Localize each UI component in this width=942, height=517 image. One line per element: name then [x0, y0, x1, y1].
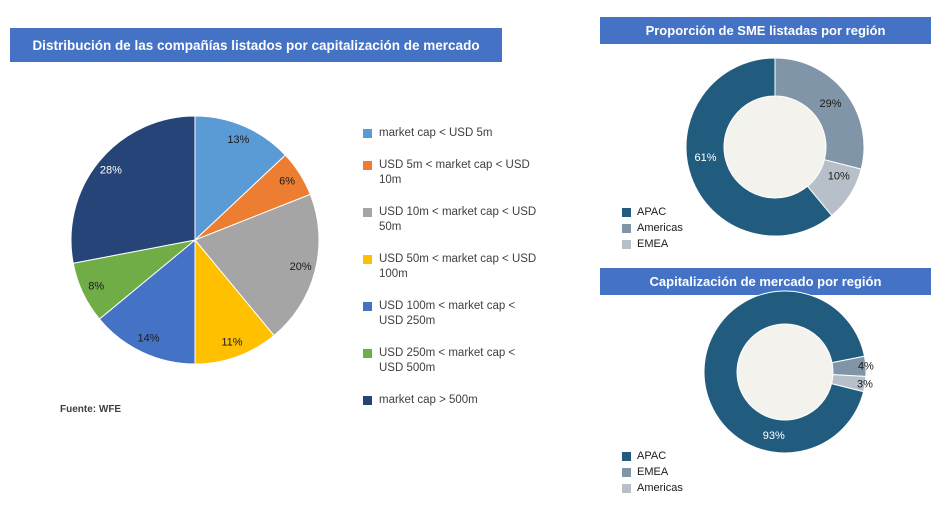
legend-item: USD 250m < market cap < USD 500m — [363, 346, 541, 377]
marketcap-pie-chart: 13% 6% 20% 11% 14% 8% 28% — [55, 100, 335, 380]
data-label-usd-50m-market-cap-usd-100m: 11% — [221, 337, 242, 349]
legend-swatch — [363, 348, 372, 358]
legend-label: USD 5m < market cap < USD 10m — [379, 158, 530, 187]
donut-svg: 93% 4% 3% — [703, 290, 874, 454]
slice-americas — [774, 57, 865, 170]
data-label-apac: 93% — [763, 430, 785, 442]
legend-item: APAC — [622, 206, 683, 218]
slice-americas — [830, 374, 867, 393]
slice-apac — [703, 290, 866, 454]
legend-label: Americas — [637, 222, 683, 234]
legend-item: market cap < USD 5m — [363, 126, 541, 142]
legend-label: APAC — [637, 450, 667, 462]
marketcap-region-legend: APAC EMEA Americas — [622, 450, 683, 498]
sme-region-legend: APAC Americas EMEA — [622, 206, 683, 254]
legend-label: market cap < USD 5m — [379, 127, 493, 139]
data-label-usd-10m-market-cap-usd-50m: 20% — [290, 261, 312, 273]
data-label-emea: 10% — [828, 171, 850, 183]
legend-label: USD 250m < market cap < USD 500m — [379, 346, 516, 375]
legend-swatch — [363, 395, 372, 405]
legend-item: USD 100m < market cap < USD 250m — [363, 299, 541, 330]
sme-region-donut-chart: 29% 10% 61% — [673, 45, 877, 249]
slice-apac — [685, 57, 833, 237]
legend-swatch — [363, 129, 372, 138]
legend-item: Americas — [622, 482, 683, 494]
legend-swatch — [622, 451, 631, 461]
legend-item: Americas — [622, 222, 683, 234]
legend-item: USD 50m < market cap < USD 100m — [363, 252, 541, 283]
slice-market-cap-500m — [70, 115, 196, 264]
legend-label: USD 100m < market cap < USD 250m — [379, 299, 516, 328]
legend-label: Americas — [637, 482, 683, 494]
data-label-americas: 29% — [820, 98, 842, 110]
marketcap-distribution-title: Distribución de las compañías listados p… — [10, 28, 502, 62]
data-label-usd-250m-market-cap-usd-500m: 8% — [88, 280, 104, 292]
data-label-apac: 61% — [695, 152, 717, 164]
legend-swatch — [363, 160, 372, 170]
legend-swatch — [622, 223, 631, 233]
data-label-emea: 4% — [858, 360, 874, 372]
data-label-market-cap-500m: 28% — [100, 164, 122, 176]
slice-usd-50m-market-cap-usd-100m — [194, 238, 275, 365]
legend-item: market cap > 500m — [363, 393, 541, 409]
slice-market-cap-usd-5m — [194, 115, 287, 242]
legend-label: EMEA — [637, 466, 669, 478]
legend-item: EMEA — [622, 238, 683, 250]
legend-label: USD 10m < market cap < USD 50m — [379, 205, 537, 234]
legend-label: APAC — [637, 206, 667, 218]
legend-item: USD 5m < market cap < USD 10m — [363, 158, 541, 189]
legend-item: EMEA — [622, 466, 683, 478]
donut-hole — [724, 96, 826, 198]
legend-swatch — [622, 467, 631, 477]
legend-label: EMEA — [637, 238, 669, 250]
legend-swatch — [363, 207, 372, 217]
data-label-usd-100m-market-cap-usd-250m: 14% — [138, 333, 160, 345]
data-label-usd-5m-market-cap-usd-10m: 6% — [279, 176, 295, 188]
slice-usd-10m-market-cap-usd-50m — [194, 193, 320, 337]
marketcap-legend: market cap < USD 5m USD 5m < market cap … — [363, 126, 541, 424]
data-label-market-cap-usd-5m: 13% — [227, 134, 249, 146]
legend-swatch — [363, 301, 372, 311]
donut-svg: 29% 10% 61% — [685, 57, 865, 237]
marketcap-by-region-title: Capitalización de mercado por región — [600, 268, 931, 295]
legend-label: market cap > 500m — [379, 393, 478, 406]
marketcap-region-donut-chart: 93% 4% 3% — [683, 270, 887, 474]
source-note: Fuente: WFE — [60, 404, 122, 415]
legend-swatch — [622, 483, 631, 493]
legend-item: USD 10m < market cap < USD 50m — [363, 205, 541, 236]
slice-usd-100m-market-cap-usd-250m — [98, 238, 196, 365]
data-label-americas: 3% — [857, 379, 873, 391]
legend-swatch — [622, 239, 631, 249]
legend-label: USD 50m < market cap < USD 100m — [379, 252, 537, 281]
donut-hole — [737, 324, 833, 420]
pie-svg: 13% 6% 20% 11% 14% 8% 28% — [70, 115, 320, 365]
sme-by-region-title: Proporción de SME listadas por región — [600, 17, 931, 44]
legend-swatch — [363, 254, 372, 264]
legend-swatch — [622, 207, 631, 217]
legend-item: APAC — [622, 450, 683, 462]
